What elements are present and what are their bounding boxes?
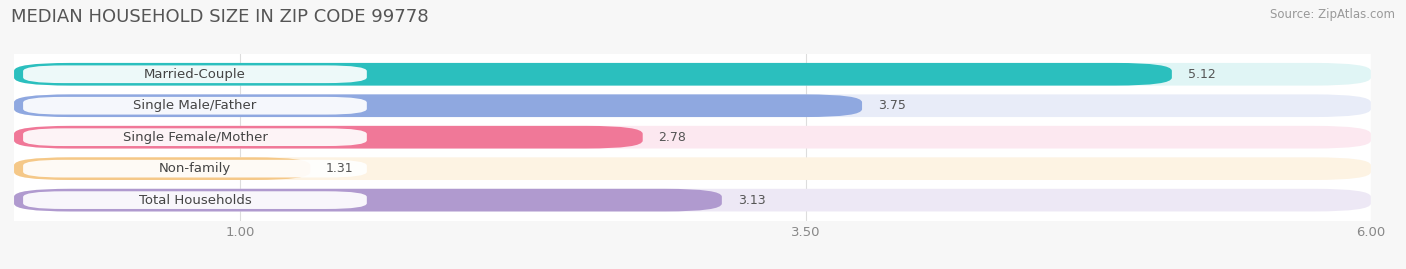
Text: 3.13: 3.13 [738, 194, 765, 207]
FancyBboxPatch shape [22, 191, 367, 209]
FancyBboxPatch shape [14, 126, 643, 148]
Text: Single Female/Mother: Single Female/Mother [122, 131, 267, 144]
FancyBboxPatch shape [14, 189, 721, 211]
FancyBboxPatch shape [14, 94, 1371, 117]
FancyBboxPatch shape [14, 94, 862, 117]
Text: Married-Couple: Married-Couple [143, 68, 246, 81]
Text: Source: ZipAtlas.com: Source: ZipAtlas.com [1270, 8, 1395, 21]
FancyBboxPatch shape [22, 65, 367, 83]
Text: MEDIAN HOUSEHOLD SIZE IN ZIP CODE 99778: MEDIAN HOUSEHOLD SIZE IN ZIP CODE 99778 [11, 8, 429, 26]
FancyBboxPatch shape [14, 63, 1171, 86]
FancyBboxPatch shape [14, 189, 1371, 211]
Text: 1.31: 1.31 [326, 162, 354, 175]
FancyBboxPatch shape [14, 63, 1371, 86]
Text: 2.78: 2.78 [658, 131, 686, 144]
Text: Total Households: Total Households [139, 194, 252, 207]
Text: 5.12: 5.12 [1188, 68, 1215, 81]
Text: Single Male/Father: Single Male/Father [134, 99, 256, 112]
Text: Non-family: Non-family [159, 162, 231, 175]
FancyBboxPatch shape [22, 128, 367, 146]
FancyBboxPatch shape [14, 126, 1371, 148]
FancyBboxPatch shape [22, 97, 367, 115]
FancyBboxPatch shape [22, 160, 367, 178]
FancyBboxPatch shape [14, 157, 1371, 180]
Text: 3.75: 3.75 [877, 99, 905, 112]
FancyBboxPatch shape [14, 157, 311, 180]
